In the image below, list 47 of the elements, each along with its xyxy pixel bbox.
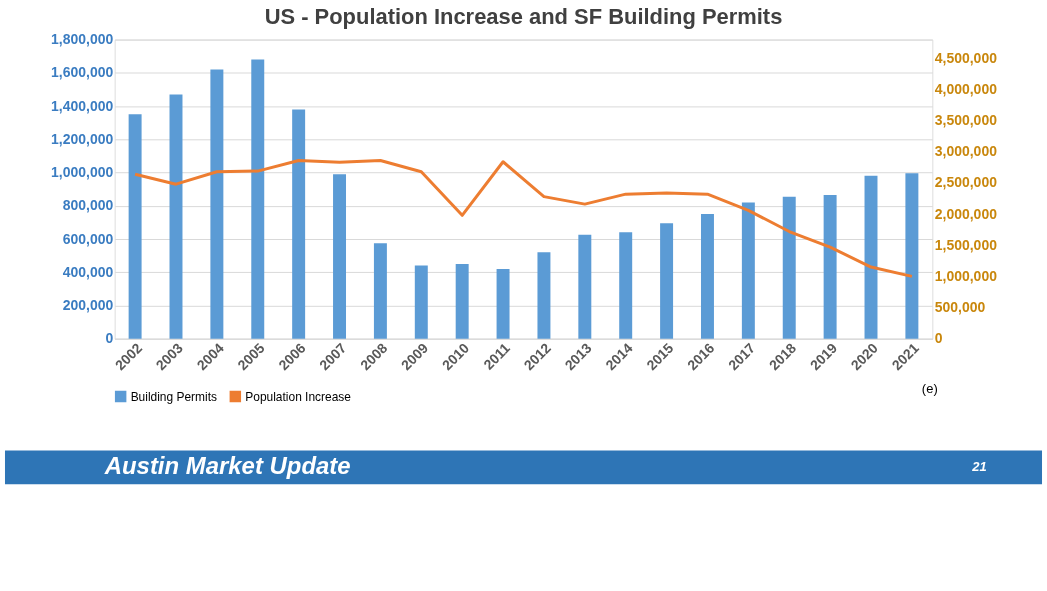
y-tick-label: 1,200,000 [51, 130, 114, 147]
y2-tick-label: 2,000,000 [934, 205, 998, 222]
bar [373, 243, 387, 339]
text: (e) [921, 380, 938, 396]
bar [578, 234, 592, 339]
y2-tick-label: 0 [934, 330, 943, 347]
bar [741, 202, 755, 339]
y2-tick-label: 2,500,000 [934, 174, 998, 191]
bar [414, 265, 428, 339]
y-tick-label: 200,000 [62, 296, 114, 313]
y-tick-label: 1,600,000 [51, 64, 114, 81]
bar [660, 223, 674, 339]
y2-tick-label: 3,500,000 [934, 112, 998, 129]
y-tick-label: 1,000,000 [51, 164, 114, 181]
bar [210, 69, 224, 339]
y-tick-label: 1,400,000 [51, 97, 114, 114]
y-tick-label: 0 [105, 330, 114, 347]
bar [455, 263, 469, 339]
bar [700, 214, 714, 339]
y2-tick-label: 1,500,000 [934, 236, 998, 253]
bar [823, 194, 837, 339]
text: Austin Market Update [103, 452, 351, 480]
y2-tick-label: 3,000,000 [934, 143, 998, 160]
y-tick-label: 800,000 [62, 197, 114, 214]
y2-tick-label: 1,000,000 [934, 267, 998, 284]
bar [537, 252, 551, 339]
y2-tick-label: 4,000,000 [934, 80, 998, 97]
y-tick-label: 1,800,000 [51, 31, 114, 48]
y2-tick-label: 4,500,000 [934, 49, 998, 66]
legend-label: Building Permits [130, 389, 218, 404]
bar [128, 114, 142, 339]
bar [496, 268, 510, 339]
y2-tick-label: 500,000 [934, 299, 986, 316]
bar [619, 232, 633, 339]
bar [782, 196, 796, 339]
y-tick-label: 400,000 [62, 263, 114, 280]
bar [905, 173, 919, 339]
line-series [133, 158, 914, 278]
text: 21 [971, 459, 987, 475]
bar [333, 174, 347, 339]
y-tick-label: 600,000 [62, 230, 114, 247]
bar [864, 175, 878, 339]
legend-label: Population Increase [245, 389, 352, 404]
chart-title: US - Population Increase and SF Building Permits [264, 3, 783, 29]
bar [292, 109, 306, 339]
bar [169, 94, 183, 339]
bar [251, 59, 265, 339]
